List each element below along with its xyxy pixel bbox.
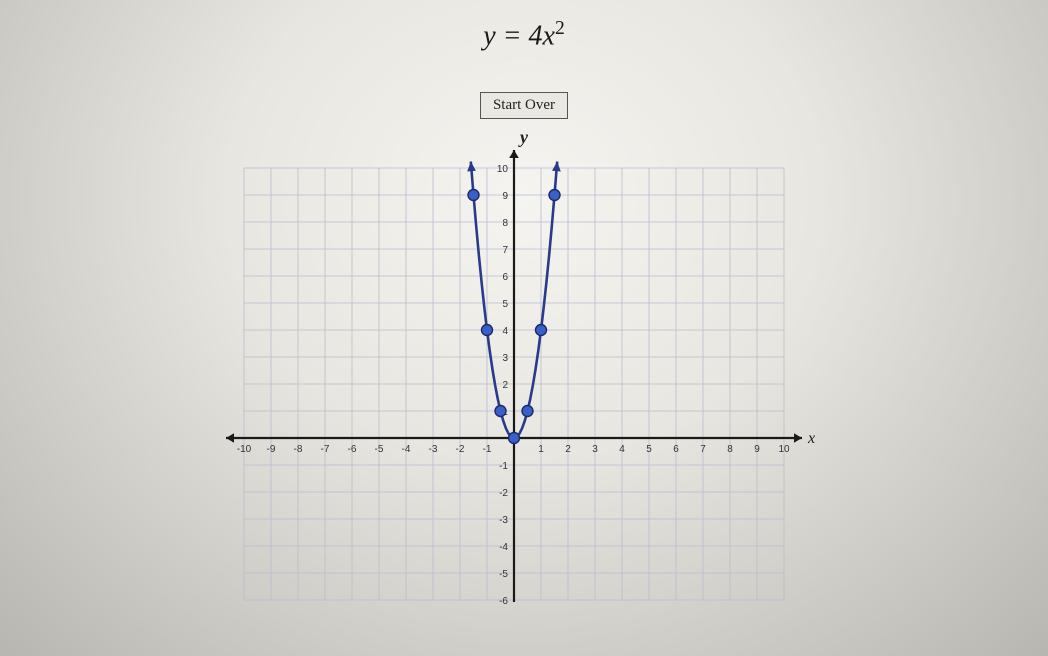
x-tick-label: 6 bbox=[673, 444, 679, 455]
x-tick-label: -9 bbox=[267, 444, 276, 455]
x-tick-label: -1 bbox=[483, 444, 492, 455]
x-tick-label: -8 bbox=[294, 444, 303, 455]
data-point[interactable] bbox=[482, 325, 493, 336]
y-tick-label: -2 bbox=[499, 488, 508, 499]
y-tick-label: 4 bbox=[502, 326, 508, 337]
x-tick-label: -6 bbox=[348, 444, 357, 455]
chart-container: x -10 -9 -8 -7 -6 -5 -4 -3 -2 -1 1 2 3 4 5 6 7 8 9 10 -6 -5 -4 -… bbox=[214, 150, 834, 630]
x-axis-label: x bbox=[807, 430, 815, 447]
x-tick-label: 4 bbox=[619, 444, 625, 455]
eq-lhs: y bbox=[483, 20, 495, 51]
x-tick-label: -3 bbox=[429, 444, 438, 455]
x-tick-label: -7 bbox=[321, 444, 330, 455]
y-tick-label: -5 bbox=[499, 569, 508, 580]
arrowhead-icon bbox=[226, 434, 234, 444]
y-tick-label: 2 bbox=[502, 380, 508, 391]
x-tick-label: 9 bbox=[754, 444, 760, 455]
y-tick-label: -4 bbox=[499, 542, 508, 553]
x-tick-label: 8 bbox=[727, 444, 733, 455]
y-tick-label: 7 bbox=[502, 245, 508, 256]
eq-sign: = bbox=[496, 20, 529, 51]
y-tick-label: 9 bbox=[502, 191, 508, 202]
y-tick-label: 10 bbox=[497, 164, 509, 175]
x-tick-label: -4 bbox=[402, 444, 411, 455]
curve-arrowhead-icon bbox=[552, 162, 561, 172]
y-tick-label: 8 bbox=[502, 218, 508, 229]
data-point[interactable] bbox=[536, 325, 547, 336]
y-axis-label: y bbox=[520, 127, 528, 148]
y-tick-label: -3 bbox=[499, 515, 508, 526]
x-tick-label: 3 bbox=[592, 444, 598, 455]
data-point[interactable] bbox=[509, 433, 520, 444]
x-tick-label: 1 bbox=[538, 444, 544, 455]
arrowhead-icon bbox=[509, 150, 519, 158]
data-point[interactable] bbox=[549, 190, 560, 201]
data-point[interactable] bbox=[522, 406, 533, 417]
curve-arrowhead-icon bbox=[467, 162, 476, 172]
x-tick-label: -10 bbox=[237, 444, 252, 455]
y-tick-label: 6 bbox=[502, 272, 508, 283]
eq-var: x bbox=[543, 20, 555, 51]
arrowhead-icon bbox=[794, 434, 802, 444]
start-over-button[interactable]: Start Over bbox=[480, 92, 568, 119]
data-point[interactable] bbox=[468, 190, 479, 201]
y-tick-label: -1 bbox=[499, 461, 508, 472]
eq-exp: 2 bbox=[555, 18, 565, 39]
x-tick-label: -5 bbox=[375, 444, 384, 455]
eq-coef: 4 bbox=[529, 20, 543, 51]
x-tick-label: 5 bbox=[646, 444, 652, 455]
y-tick-label: -6 bbox=[499, 596, 508, 607]
x-tick-label: 2 bbox=[565, 444, 571, 455]
x-tick-label: 10 bbox=[778, 444, 790, 455]
y-tick-label: 5 bbox=[502, 299, 508, 310]
parabola-chart[interactable]: x -10 -9 -8 -7 -6 -5 -4 -3 -2 -1 1 2 3 4 5 6 7 8 9 10 -6 -5 -4 -… bbox=[214, 150, 834, 630]
x-tick-label: -2 bbox=[456, 444, 465, 455]
equation-display: y = 4x2 bbox=[483, 18, 565, 52]
x-tick-label: 7 bbox=[700, 444, 706, 455]
y-tick-label: 3 bbox=[502, 353, 508, 364]
data-point[interactable] bbox=[495, 406, 506, 417]
